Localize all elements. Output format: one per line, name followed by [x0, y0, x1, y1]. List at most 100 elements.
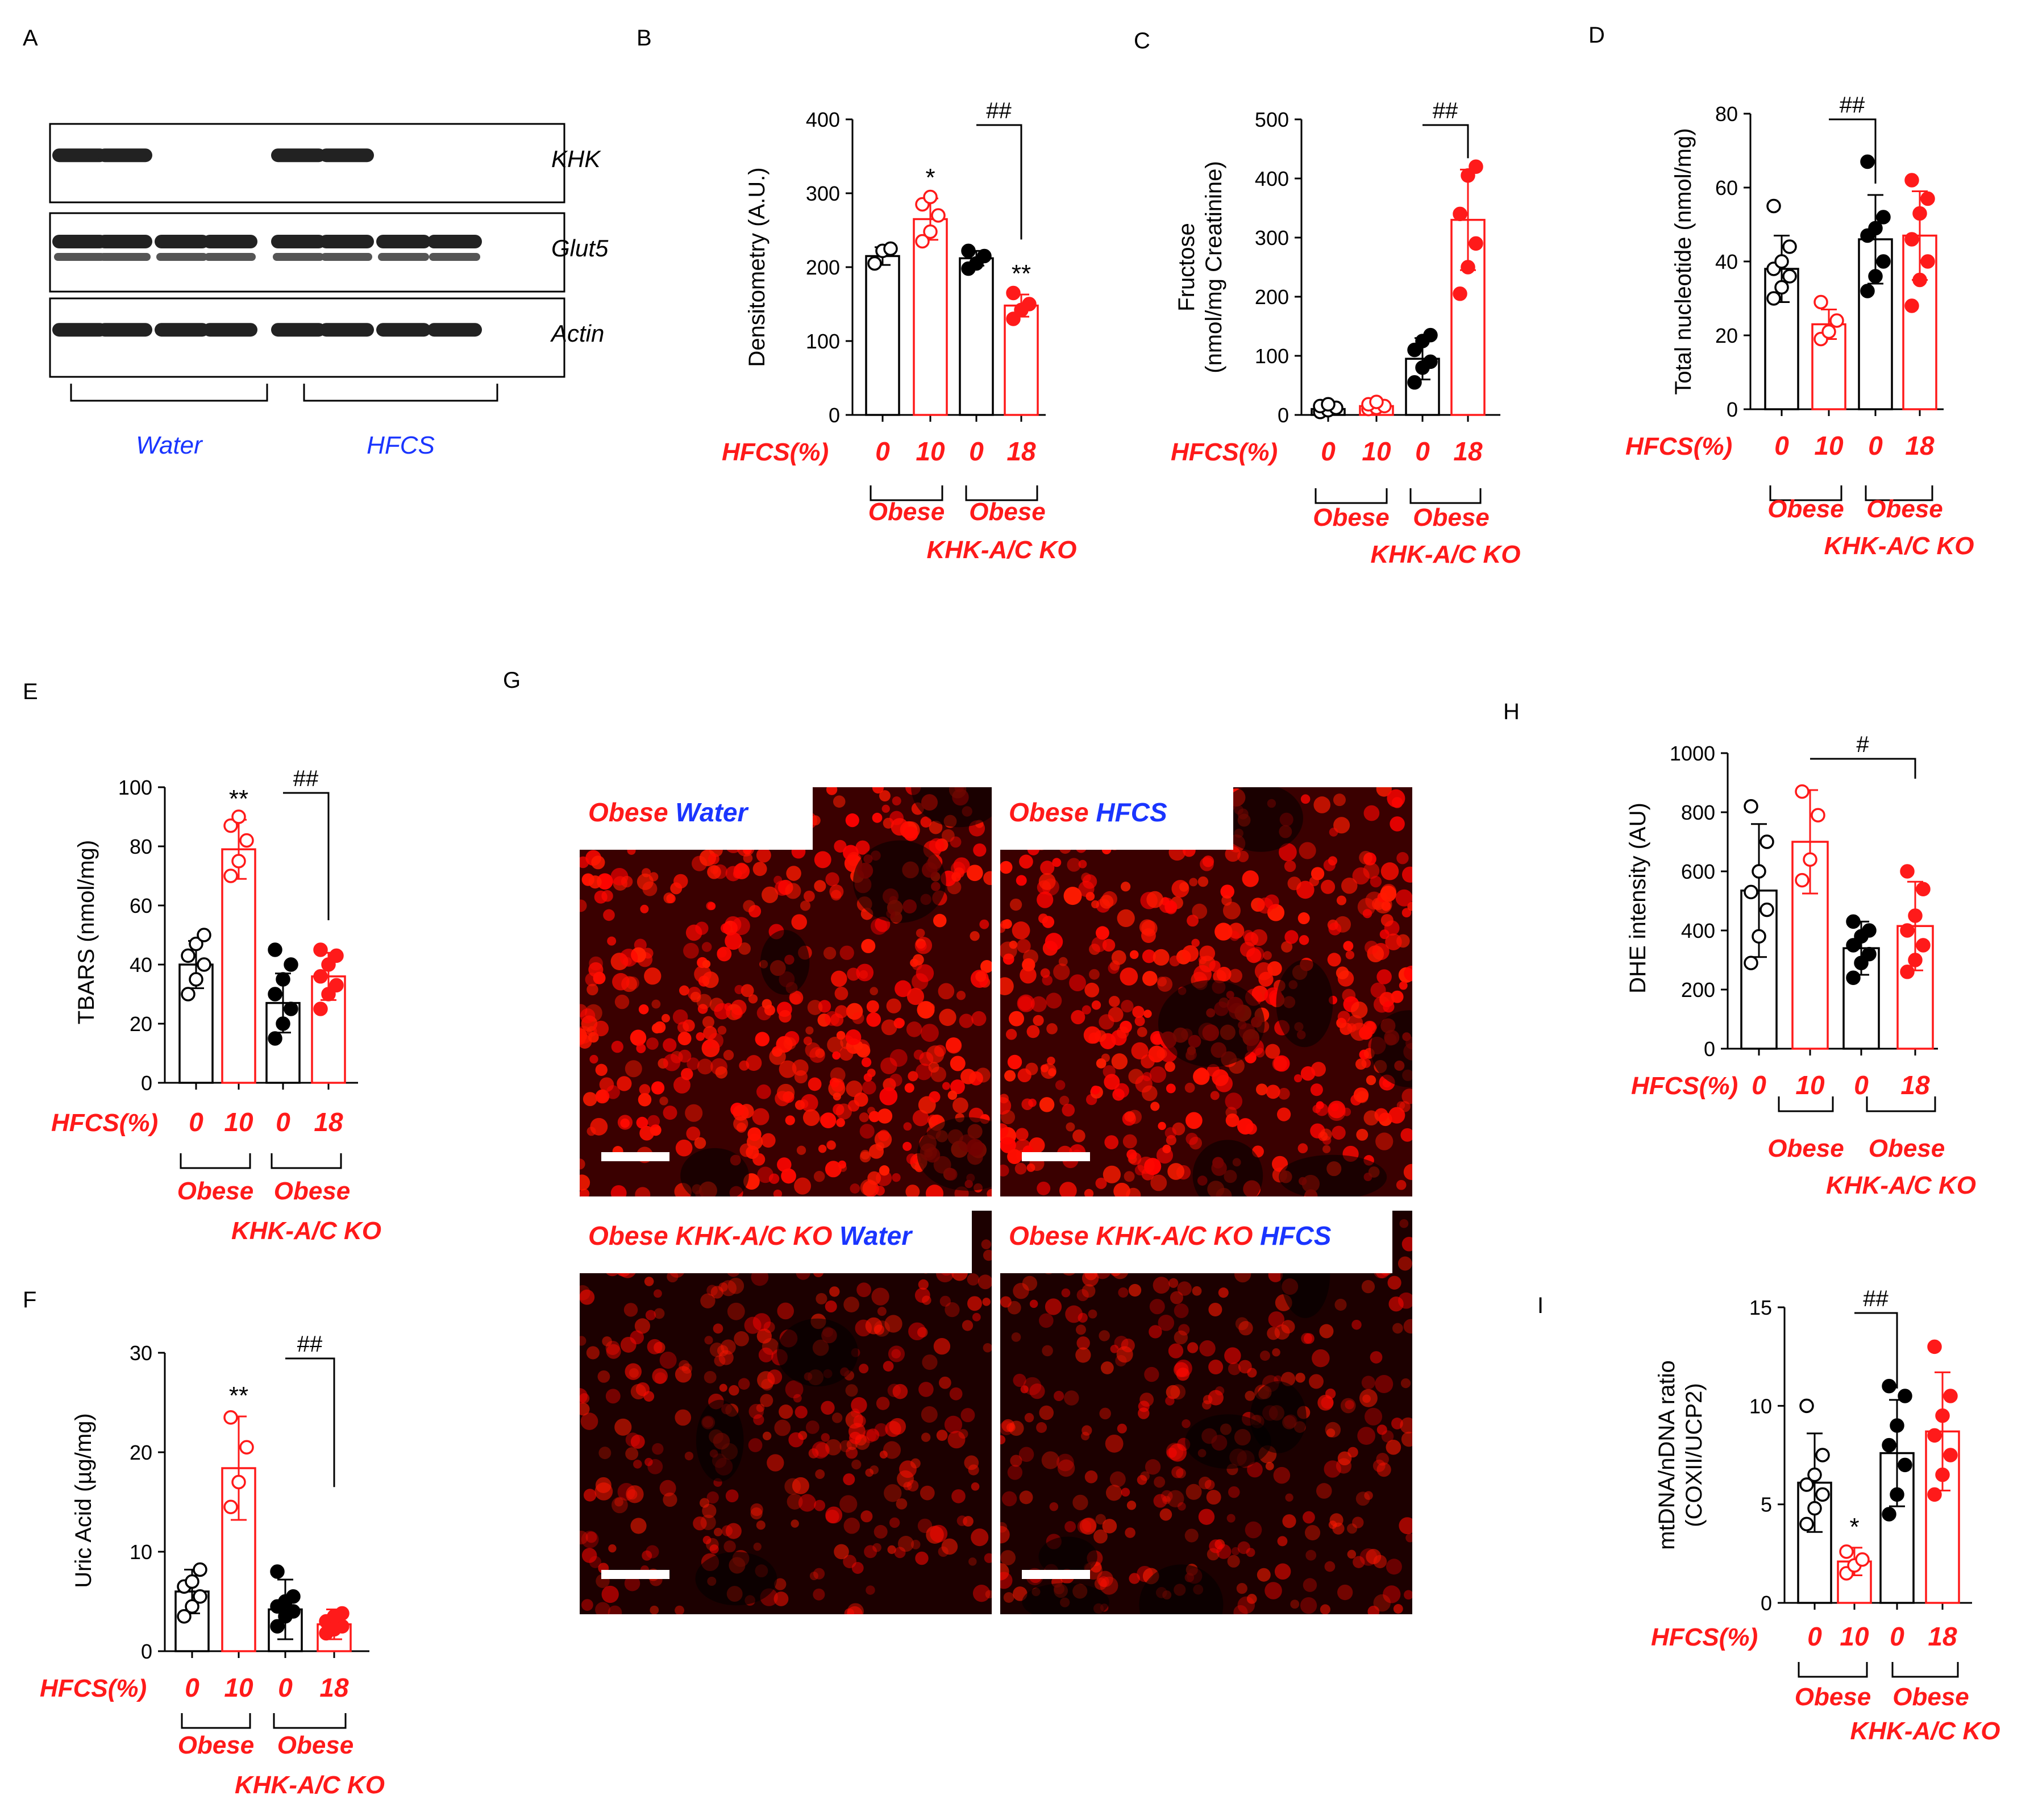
cell [1365, 940, 1379, 954]
cell [1040, 861, 1055, 875]
cell [1011, 1332, 1021, 1342]
cell [1316, 1483, 1332, 1499]
cell [1290, 1599, 1300, 1609]
cell [610, 1185, 627, 1196]
cell [864, 1545, 877, 1559]
cell [777, 1302, 795, 1320]
cell [1017, 994, 1035, 1012]
y-tick-label: 400 [1255, 167, 1289, 190]
cell [1124, 1171, 1135, 1182]
cell [1325, 1422, 1341, 1438]
cell [1093, 1529, 1108, 1544]
cell [1067, 858, 1081, 872]
cell [1000, 1572, 1013, 1589]
cell [1225, 1092, 1243, 1110]
cell [1199, 1476, 1212, 1490]
cell [791, 1519, 799, 1528]
cell [1041, 1451, 1060, 1469]
cell [1149, 1325, 1162, 1339]
cell [725, 1489, 739, 1503]
cell [675, 1605, 685, 1614]
group-label-ko-line2: KHK-A/C KO [1826, 1171, 1976, 1199]
cell [1373, 1594, 1391, 1612]
data-point [1799, 1477, 1814, 1492]
cell [827, 1036, 843, 1053]
cell [752, 1313, 771, 1331]
hash-label: ## [1863, 1286, 1889, 1311]
cell [905, 1185, 920, 1196]
data-point [1908, 908, 1923, 923]
cell [1297, 1143, 1308, 1154]
y-tick-label: 80 [130, 835, 152, 858]
cell [1202, 1400, 1212, 1410]
cell [1386, 1559, 1402, 1575]
cell [710, 1286, 723, 1299]
cell [1277, 1536, 1288, 1547]
cell [696, 1032, 705, 1041]
cell [1367, 945, 1384, 963]
dark-patch [917, 1117, 992, 1191]
cell [903, 1122, 912, 1131]
cell [826, 1140, 836, 1150]
cell [697, 1004, 708, 1014]
data-point [1461, 260, 1475, 275]
cell [1309, 1374, 1324, 1389]
cell [1089, 969, 1100, 980]
title-treatment: Water [675, 797, 748, 827]
cell [985, 1590, 992, 1599]
data-point [177, 1609, 192, 1624]
cell [1267, 1327, 1280, 1340]
data-point [276, 1016, 290, 1031]
cell [916, 928, 925, 938]
group-bracket [1769, 485, 1842, 501]
cell [753, 1543, 762, 1551]
cell [1149, 1299, 1165, 1315]
cell [1013, 1282, 1029, 1299]
category-label: 0 [1415, 437, 1430, 466]
cell [908, 1071, 918, 1082]
y-tick-label: 40 [130, 953, 152, 977]
cell [877, 1108, 893, 1124]
cell [897, 1536, 914, 1552]
hash-label: ## [1433, 98, 1458, 123]
blot-band [98, 235, 152, 248]
cell [580, 1174, 590, 1191]
cell [581, 1531, 599, 1548]
cell [738, 942, 751, 955]
cell [960, 1408, 975, 1423]
category-label: 0 [1890, 1622, 1904, 1651]
cell [708, 902, 716, 911]
cell [719, 1383, 727, 1392]
cell [862, 1429, 876, 1443]
cell [1399, 981, 1408, 990]
data-point [1469, 159, 1483, 174]
cell [1113, 1182, 1130, 1196]
cell [1079, 1518, 1097, 1535]
cell [635, 1187, 651, 1196]
data-point [197, 957, 211, 972]
cell [721, 1339, 736, 1355]
cell [1170, 1291, 1183, 1304]
title-text: Obese KHK-A/C KO HFCS [1009, 1221, 1332, 1250]
cell [921, 1406, 938, 1423]
group-label-ko-line2: KHK-A/C KO [1371, 541, 1521, 568]
cell [644, 1457, 653, 1466]
cell [805, 1420, 820, 1434]
cell [659, 1096, 668, 1106]
cell [947, 1090, 958, 1100]
cell [1052, 858, 1062, 867]
data-point [270, 1564, 285, 1579]
cell [1063, 887, 1082, 905]
cell [800, 900, 811, 911]
cell [621, 875, 633, 888]
cell [810, 815, 821, 826]
cell [639, 1084, 651, 1095]
cell [704, 1370, 717, 1383]
cell [825, 1439, 842, 1456]
y-axis-label: TBARS (nmol/mg) [74, 840, 99, 1025]
cell [825, 1300, 837, 1313]
cell [1328, 922, 1342, 936]
group-label-ko: Obese [277, 1731, 354, 1759]
cell [847, 851, 862, 866]
